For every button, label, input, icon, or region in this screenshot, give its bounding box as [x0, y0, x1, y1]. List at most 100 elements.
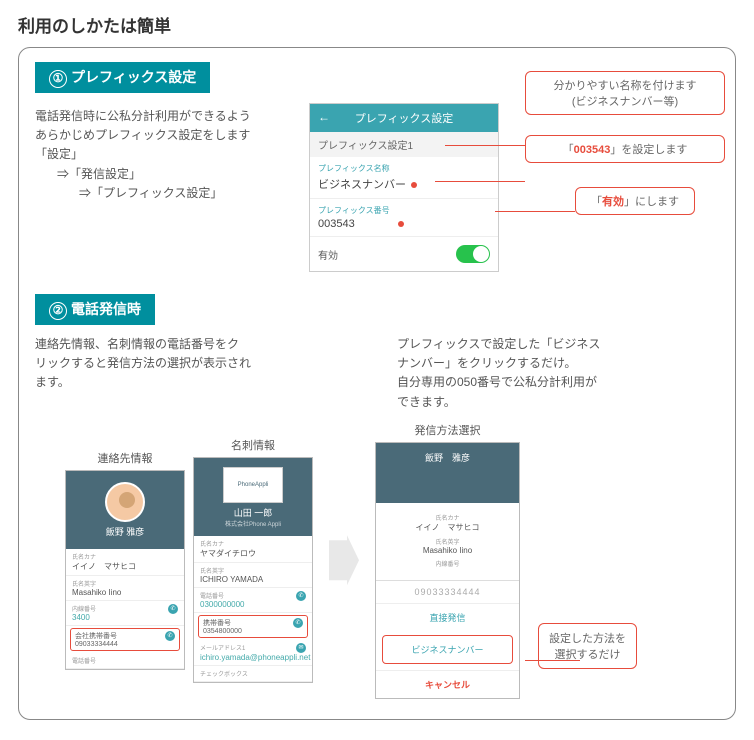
lbl: 氏名カナ [384, 513, 511, 522]
s2l1: 連絡先情報、名刺情報の電話番号をク [35, 335, 357, 354]
direct-call-button[interactable]: 直接発信 [376, 603, 519, 631]
s2r1: プレフィックスで設定した「ビジネス [397, 335, 719, 354]
prefix-num-row: プレフィックス番号 003543 [310, 199, 498, 237]
settings-screenshot: ← プレフィックス設定 プレフィックス設定1 プレフィックス名称 ビジネスナンバ… [309, 103, 499, 272]
bizcard-icon: PhoneAppli [223, 467, 283, 503]
val: Masahiko Iino [72, 588, 178, 597]
lbl: 電話番号 [200, 591, 306, 600]
sec2-left-text: 連絡先情報、名刺情報の電話番号をク リックすると発信方法の選択が表示され ます。 [35, 335, 357, 412]
val: ヤマダイチロウ [200, 548, 306, 559]
lbl: 氏名英字 [384, 537, 511, 546]
enable-label: 有効 [318, 247, 338, 262]
biz-company: 株式会社Phone Appli [225, 519, 281, 528]
lbl: 携帯番号 [203, 618, 303, 628]
callout-number: 「003543」を設定します [525, 135, 725, 163]
biz-name: 山田 一郎 [234, 506, 273, 519]
connector-line [495, 211, 575, 212]
lbl: 氏名英字 [200, 566, 306, 575]
prefix-name-value[interactable]: ビジネスナンバー [318, 179, 406, 191]
marker-dot [398, 221, 404, 227]
val: 0300000000 [200, 600, 306, 609]
prefix-name-row: プレフィックス名称 ビジネスナンバー [310, 157, 498, 199]
bizcard-screenshot: PhoneAppli 山田 一郎 株式会社Phone Appli 氏名カナヤマダ… [193, 457, 313, 683]
section2-title: 電話発信時 [71, 301, 141, 317]
lbl: 内線番号 [72, 604, 178, 613]
callout-enable: 「有効」にします [575, 187, 695, 215]
val: 09033334444 [75, 641, 175, 648]
connector-line [445, 145, 525, 146]
s1-line2: あらかじめプレフィックス設定をします [35, 126, 295, 145]
cancel-button[interactable]: キャンセル [376, 670, 519, 698]
dialog-label: 発信方法選択 [375, 422, 520, 438]
bizcard-label: 名刺情報 [193, 437, 313, 453]
lbl: 電話番号 [72, 656, 178, 665]
s1-line5: ⇒「プレフィックス設定」 [35, 184, 295, 203]
marker-dot [411, 182, 417, 188]
prefix-name-label: プレフィックス名称 [318, 163, 490, 174]
val: Masahiko Iino [384, 546, 511, 555]
arrow-icon [329, 535, 359, 585]
step1-num: ① [49, 70, 67, 88]
lbl: 会社携帯番号 [75, 631, 175, 641]
business-number-button[interactable]: ビジネスナンバー [382, 635, 513, 664]
s1-line4: ⇒「発信設定」 [35, 165, 295, 184]
lbl: 氏名英字 [72, 579, 178, 588]
prefix-num-value[interactable]: 003543 [318, 218, 355, 230]
s2r3: 自分専用の050番号で公私分計利用が [397, 373, 719, 392]
val: イイノ マサヒコ [384, 522, 511, 533]
lbl: 内線番号 [384, 559, 511, 568]
lbl: 氏名カナ [72, 552, 178, 561]
section1-header: ①プレフィックス設定 [35, 62, 210, 93]
callout-name-l1: 分かりやすい名称を付けます [536, 77, 714, 93]
c3-word: 有効 [602, 196, 624, 208]
enable-row: 有効 [310, 237, 498, 271]
c2-code: 003543 [574, 144, 611, 156]
s2l3: ます。 [35, 373, 357, 392]
connector-line [525, 660, 580, 661]
lbl: メールアドレス1 [200, 643, 306, 652]
val: ICHIRO YAMADA [200, 575, 306, 584]
highlighted-phone-row[interactable]: ✆携帯番号0354800000 [198, 615, 308, 638]
s2r2: ナンバー」をクリックするだけ。 [397, 354, 719, 373]
page-title: 利用のしかたは簡単 [18, 12, 736, 37]
sec2-right-text: プレフィックスで設定した「ビジネス ナンバー」をクリックするだけ。 自分専用の0… [397, 335, 719, 412]
s1-line3: 「設定」 [35, 145, 295, 164]
c3-post: 」にします [624, 196, 679, 208]
val: ichiro.yamada@phoneappli.net [200, 652, 306, 662]
action-sheet: 09033334444 直接発信 ビジネスナンバー キャンセル [376, 580, 519, 698]
s2l2: リックすると発信方法の選択が表示され [35, 354, 357, 373]
c2-pre: 「 [563, 144, 574, 156]
connector-line [435, 181, 525, 182]
callout-select: 設定した方法を 選択するだけ [538, 623, 637, 669]
section1-title: プレフィックス設定 [71, 69, 196, 85]
contact-label: 連絡先情報 [65, 450, 185, 466]
callout-name-l2: (ビジネスナンバー等) [536, 93, 714, 109]
sheet-number: 09033334444 [376, 581, 519, 603]
section2-header: ②電話発信時 [35, 294, 155, 325]
avatar-icon [105, 482, 145, 522]
s1-line1: 電話発信時に公私分計利用ができるよう [35, 107, 295, 126]
highlighted-phone-row[interactable]: ✆会社携帯番号09033334444 [70, 628, 180, 651]
contact-name: 飯野 雅彦 [106, 525, 145, 538]
val: 3400 [72, 613, 178, 622]
step2-num: ② [49, 302, 67, 320]
instruction-panel: ①プレフィックス設定 電話発信時に公私分計利用ができるよう あらかじめプレフィッ… [18, 47, 736, 720]
c3-pre: 「 [591, 196, 602, 208]
dialog-screenshot: 飯野 雅彦 氏名カナ イイノ マサヒコ 氏名英字 Masahiko Iino 内… [375, 442, 520, 699]
settings-header: ← プレフィックス設定 [310, 104, 498, 132]
lbl: 氏名カナ [200, 539, 306, 548]
callout-name: 分かりやすい名称を付けます (ビジネスナンバー等) [525, 71, 725, 115]
back-icon[interactable]: ← [318, 110, 330, 124]
lbl: チェックボックス [200, 669, 306, 678]
section1-body: 電話発信時に公私分計利用ができるよう あらかじめプレフィックス設定をします 「設… [35, 103, 295, 272]
prefix-num-label: プレフィックス番号 [318, 205, 490, 216]
c4-l1: 設定した方法を [549, 630, 626, 646]
c2-post: 」を設定します [610, 144, 687, 156]
contact-screenshot: 飯野 雅彦 氏名カナイイノ マサヒコ 氏名英字Masahiko Iino ✆内線… [65, 470, 185, 670]
dialog-header: 飯野 雅彦 [376, 443, 519, 503]
s2r4: できます。 [397, 393, 719, 412]
val: イイノ マサヒコ [72, 561, 178, 572]
enable-toggle[interactable] [456, 245, 490, 263]
settings-title: プレフィックス設定 [355, 113, 453, 125]
val: 0354800000 [203, 628, 303, 635]
